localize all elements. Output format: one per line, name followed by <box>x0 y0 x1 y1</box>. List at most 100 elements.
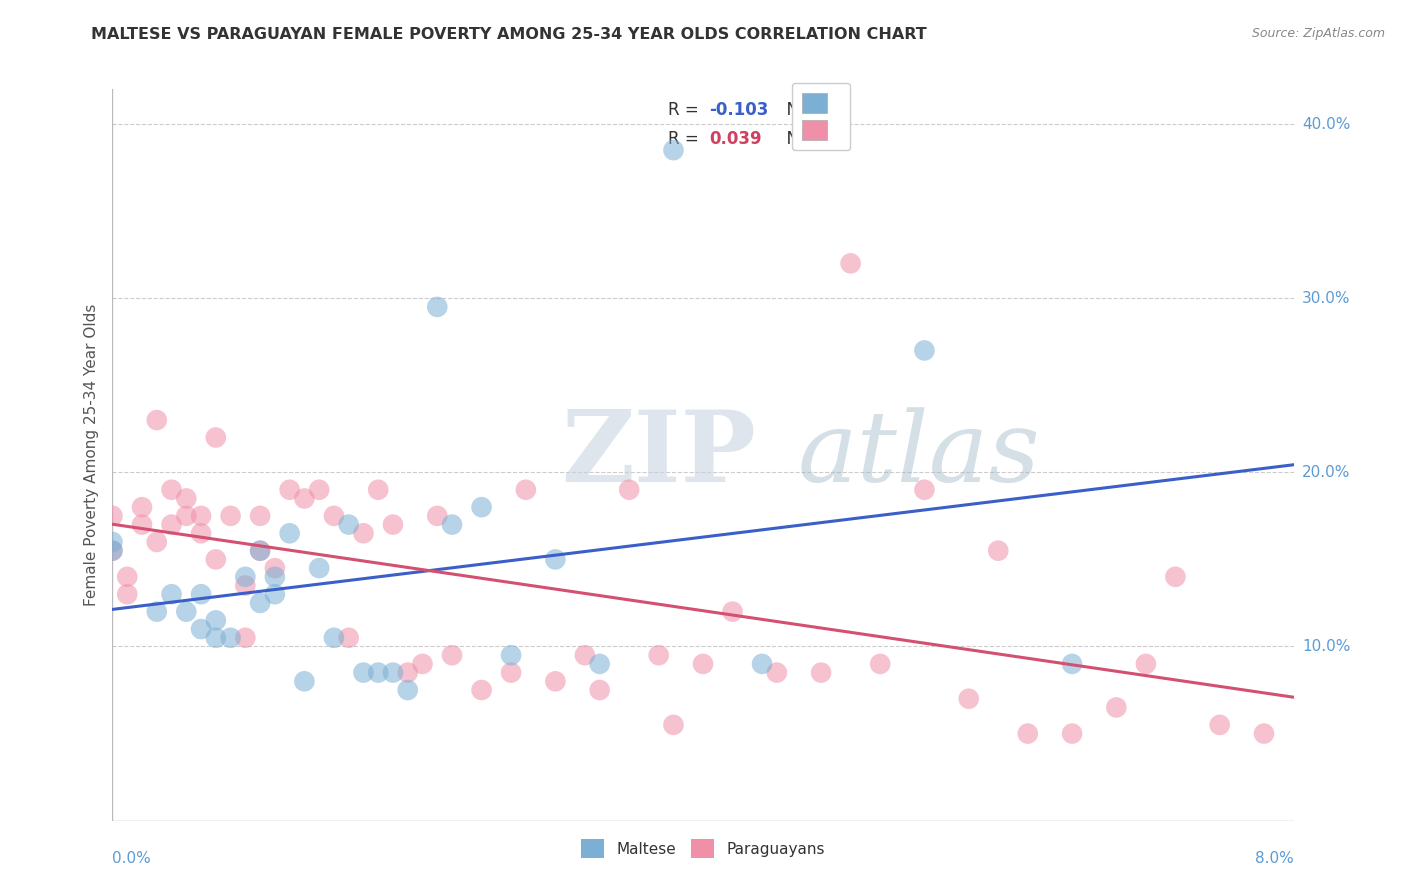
Point <box>1062 657 1084 671</box>
Point <box>278 526 301 541</box>
Point <box>396 683 419 698</box>
Point <box>308 483 330 497</box>
Point <box>471 500 494 515</box>
Point <box>1135 657 1157 671</box>
Point <box>367 483 389 497</box>
Point <box>160 587 183 601</box>
Text: 8.0%: 8.0% <box>1254 851 1294 866</box>
Point <box>174 491 197 506</box>
Point <box>190 508 212 523</box>
Point <box>205 631 228 645</box>
Point <box>662 143 685 157</box>
Point <box>101 543 124 558</box>
Text: N =: N = <box>776 101 824 119</box>
Point <box>426 508 449 523</box>
Point <box>146 535 169 549</box>
Text: MALTESE VS PARAGUAYAN FEMALE POVERTY AMONG 25-34 YEAR OLDS CORRELATION CHART: MALTESE VS PARAGUAYAN FEMALE POVERTY AMO… <box>91 27 927 42</box>
Point <box>987 543 1010 558</box>
Point <box>382 665 405 680</box>
Point <box>278 483 301 497</box>
Point <box>412 657 434 671</box>
Point <box>957 691 980 706</box>
Point <box>471 683 494 698</box>
Point <box>205 552 228 566</box>
Point <box>117 570 138 584</box>
Point <box>396 665 419 680</box>
Point <box>352 526 374 541</box>
Point <box>1017 726 1039 740</box>
Point <box>544 674 567 689</box>
Point <box>647 648 671 663</box>
Point <box>117 587 138 601</box>
Text: atlas: atlas <box>797 408 1040 502</box>
Text: 0.0%: 0.0% <box>112 851 152 866</box>
Point <box>382 517 405 532</box>
Point <box>174 508 197 523</box>
Point <box>1105 700 1128 714</box>
Point <box>131 517 153 532</box>
Point <box>101 535 124 549</box>
Point <box>292 674 315 689</box>
Point <box>914 343 936 358</box>
Point <box>869 657 891 671</box>
Point <box>1062 726 1084 740</box>
Point <box>233 631 256 645</box>
Point <box>501 648 523 663</box>
Text: N =: N = <box>776 130 824 148</box>
Point <box>751 657 773 671</box>
Point <box>323 508 346 523</box>
Point <box>721 605 744 619</box>
Text: R =: R = <box>668 130 703 148</box>
Text: 59: 59 <box>817 130 841 148</box>
Point <box>101 543 124 558</box>
Point <box>264 561 287 575</box>
Point <box>219 508 242 523</box>
Text: ZIP: ZIP <box>561 407 756 503</box>
Point <box>323 631 346 645</box>
Point <box>544 552 567 566</box>
Point <box>190 526 212 541</box>
Point <box>692 657 714 671</box>
Point <box>441 517 464 532</box>
Point <box>588 657 610 671</box>
Point <box>264 570 287 584</box>
Point <box>233 570 256 584</box>
Point <box>174 605 197 619</box>
Point <box>190 622 212 636</box>
Point <box>839 256 862 270</box>
Text: -0.103: -0.103 <box>709 101 768 119</box>
Point <box>292 491 315 506</box>
Y-axis label: Female Poverty Among 25-34 Year Olds: Female Poverty Among 25-34 Year Olds <box>83 304 98 606</box>
Point <box>352 665 374 680</box>
Text: 34: 34 <box>817 101 841 119</box>
Point <box>1164 570 1187 584</box>
Point <box>588 683 610 698</box>
Point <box>765 665 787 680</box>
Point <box>1253 726 1275 740</box>
Point <box>146 605 169 619</box>
Text: 10.0%: 10.0% <box>1302 639 1350 654</box>
Point <box>249 596 271 610</box>
Point <box>515 483 537 497</box>
Point <box>264 587 287 601</box>
Point <box>249 543 271 558</box>
Point <box>426 300 449 314</box>
Text: 0.039: 0.039 <box>709 130 762 148</box>
Text: 40.0%: 40.0% <box>1302 117 1350 131</box>
Point <box>337 517 360 532</box>
Text: Source: ZipAtlas.com: Source: ZipAtlas.com <box>1251 27 1385 40</box>
Point <box>146 413 169 427</box>
Text: R =: R = <box>668 101 703 119</box>
Point <box>662 718 685 732</box>
Point <box>160 483 183 497</box>
Point <box>249 508 271 523</box>
Point <box>219 631 242 645</box>
Point <box>810 665 832 680</box>
Point <box>249 543 271 558</box>
Point <box>619 483 641 497</box>
Point <box>160 517 183 532</box>
Legend: Maltese, Paraguayans: Maltese, Paraguayans <box>575 833 831 864</box>
Point <box>233 578 256 592</box>
Point <box>131 500 153 515</box>
Point <box>205 613 228 627</box>
